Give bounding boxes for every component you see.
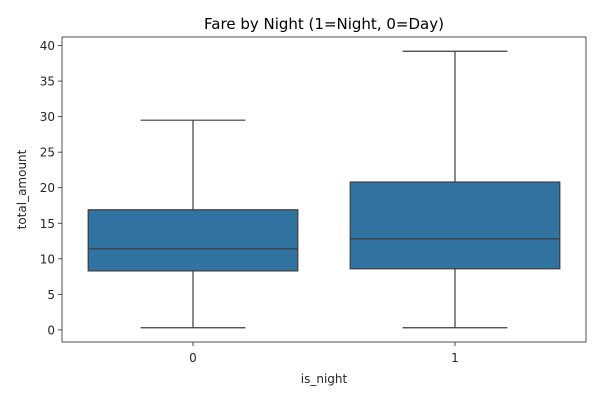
y-tick-label: 15 [40, 217, 55, 231]
y-tick-label: 25 [40, 146, 55, 160]
plot-frame [61, 36, 587, 343]
chart-title: Fare by Night (1=Night, 0=Day) [204, 15, 444, 33]
y-tick-label: 0 [47, 323, 55, 337]
y-tick-label: 20 [40, 181, 55, 195]
x-tick-label: 0 [189, 351, 197, 365]
box-iqr [87, 209, 299, 272]
box-iqr [349, 181, 561, 270]
y-tick-label: 10 [40, 252, 55, 266]
x-axis-label: is_night [301, 372, 348, 386]
plot-area: 0 5 10 15 20 25 30 35 40 0 1 [40, 39, 561, 365]
y-tick-label: 40 [40, 39, 55, 53]
y-tick-label: 30 [40, 110, 55, 124]
y-tick-label: 35 [40, 75, 55, 89]
y-tick-label: 5 [47, 288, 55, 302]
y-axis-label: total_amount [15, 149, 29, 229]
x-tick-label: 1 [451, 351, 459, 365]
